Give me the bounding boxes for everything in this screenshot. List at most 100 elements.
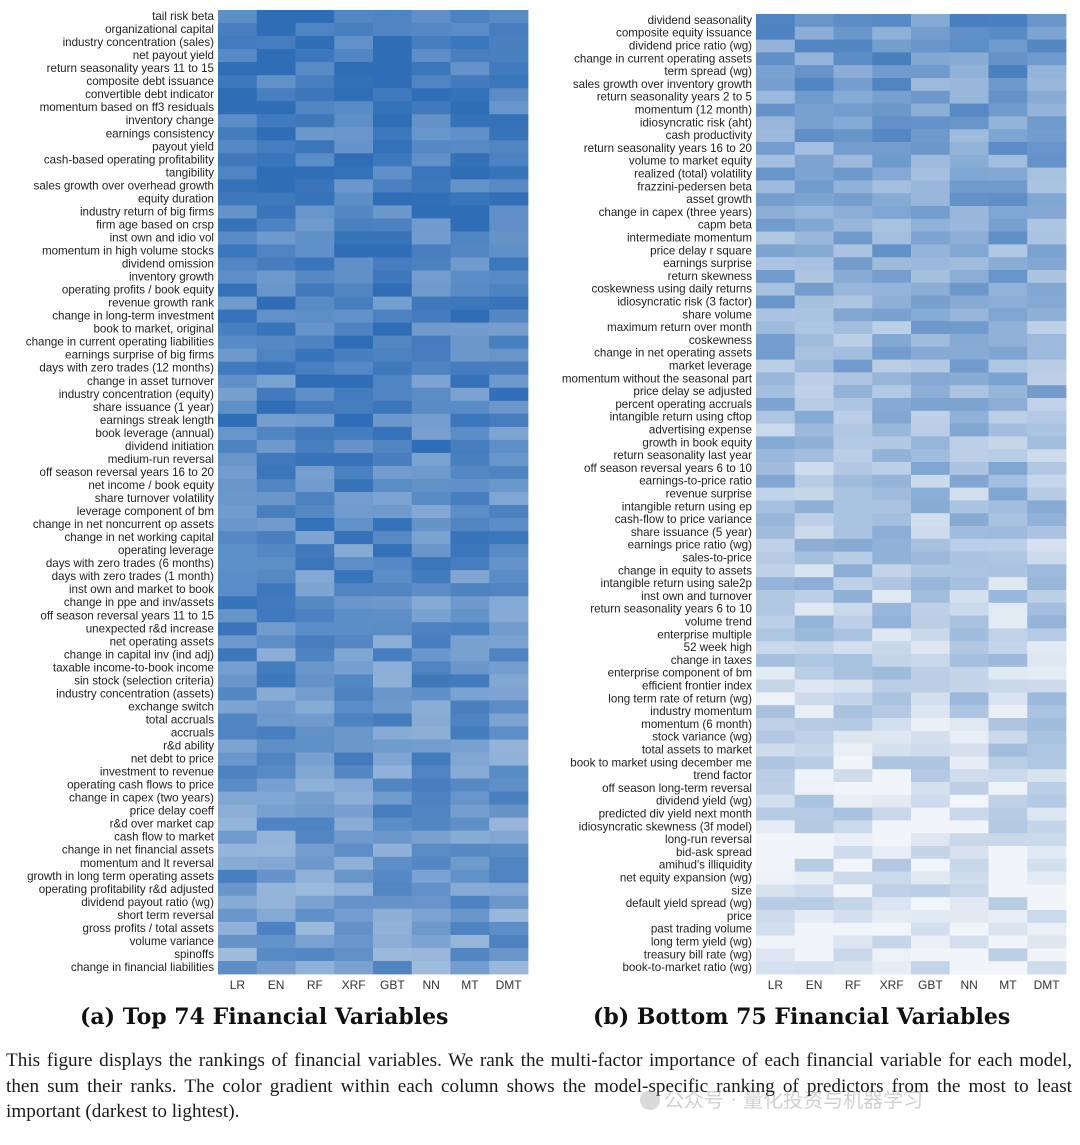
top-cell xyxy=(373,426,413,441)
bottom-row-label: 52 week high xyxy=(684,641,752,654)
top-row-label: change in capital inv (ind adj) xyxy=(64,648,214,661)
bottom-row-label: size xyxy=(731,884,752,897)
bottom-cell xyxy=(794,935,834,949)
bottom-row-label: share volume xyxy=(682,308,752,321)
top-row-label: change in net working capital xyxy=(64,531,214,544)
bottom-cell xyxy=(756,193,796,207)
bottom-cell xyxy=(1027,948,1067,962)
top-cell xyxy=(411,75,451,89)
bottom-cell xyxy=(1027,666,1067,680)
top-cell xyxy=(334,778,374,793)
bottom-row-label: long term yield (wg) xyxy=(651,936,752,949)
bottom-cell xyxy=(872,718,912,732)
bottom-cell xyxy=(833,833,873,847)
bottom-cell xyxy=(833,628,873,642)
bottom-cell xyxy=(872,244,912,258)
top-cell xyxy=(218,674,258,688)
bottom-cell xyxy=(949,410,989,424)
bottom-cell xyxy=(833,897,873,911)
bottom-cell xyxy=(988,398,1028,412)
top-cell xyxy=(411,492,451,506)
top-cell xyxy=(334,752,374,766)
top-cell xyxy=(489,752,529,766)
bottom-cell xyxy=(988,359,1028,373)
bottom-column-label: EN xyxy=(806,978,823,992)
top-cell xyxy=(218,374,258,389)
bottom-cell xyxy=(911,103,951,117)
top-cell xyxy=(373,257,413,271)
bottom-cell xyxy=(949,154,989,168)
top-cell xyxy=(295,856,335,871)
top-cell xyxy=(411,830,451,845)
bottom-cell xyxy=(833,231,873,245)
bottom-cell xyxy=(911,922,951,936)
top-cell xyxy=(450,921,490,936)
bottom-cell xyxy=(988,282,1028,296)
bottom-cell xyxy=(833,807,873,821)
top-cell xyxy=(295,322,335,337)
bottom-cell xyxy=(911,142,951,156)
top-cell xyxy=(373,322,413,337)
bottom-cell xyxy=(756,142,796,156)
top-row-label: operating profitability r&d adjusted xyxy=(39,883,214,896)
top-row-label: total accruals xyxy=(146,713,215,726)
bottom-cell xyxy=(872,679,912,693)
top-cell xyxy=(411,88,451,102)
bottom-cell xyxy=(872,346,912,360)
top-cell xyxy=(295,830,335,845)
bottom-row-label: predicted div yield next month xyxy=(599,808,752,821)
bottom-cell xyxy=(1027,359,1067,373)
bottom-cell xyxy=(833,180,873,194)
bottom-cell xyxy=(794,167,834,181)
bottom-row-label: net equity expansion (wg) xyxy=(620,872,752,885)
bottom-cell xyxy=(794,679,834,693)
top-cell xyxy=(334,726,374,740)
top-cell xyxy=(295,622,335,636)
bottom-cell xyxy=(988,807,1028,821)
bottom-row-label: cash-flow to price variance xyxy=(615,513,752,526)
bottom-cell xyxy=(833,538,873,552)
top-cell xyxy=(218,296,258,311)
top-cell xyxy=(256,75,296,89)
top-cell xyxy=(334,661,374,675)
bottom-cell xyxy=(794,782,834,796)
bottom-cell xyxy=(872,218,912,232)
bottom-cell xyxy=(756,615,796,629)
top-cell xyxy=(489,713,529,727)
bottom-cell xyxy=(911,858,951,872)
bottom-cell xyxy=(988,590,1028,604)
top-cell xyxy=(489,531,529,545)
bottom-cell xyxy=(949,692,989,706)
top-cell xyxy=(256,270,296,284)
top-cell xyxy=(256,101,296,115)
top-cell xyxy=(256,700,296,714)
bottom-cell xyxy=(872,961,912,975)
bottom-cell xyxy=(872,526,912,540)
bottom-cell xyxy=(911,526,951,540)
bottom-cell xyxy=(794,666,834,680)
bottom-cell xyxy=(833,526,873,540)
bottom-cell xyxy=(794,436,834,450)
top-cell xyxy=(295,609,335,623)
bottom-cell xyxy=(756,65,796,79)
bottom-cell xyxy=(794,462,834,476)
top-cell xyxy=(411,934,451,949)
top-cell xyxy=(256,114,296,128)
bottom-cell xyxy=(988,103,1028,117)
top-cell xyxy=(295,882,335,897)
top-cell xyxy=(334,570,374,584)
top-row-label: inst own and market to book xyxy=(69,583,214,596)
top-cell xyxy=(489,544,529,558)
bottom-cell xyxy=(988,385,1028,399)
top-row-label: off season reversal years 11 to 15 xyxy=(40,609,214,622)
bottom-cell xyxy=(911,462,951,476)
top-cell xyxy=(373,934,413,949)
bottom-cell xyxy=(872,257,912,271)
top-cell xyxy=(295,895,335,910)
bottom-cell xyxy=(872,154,912,168)
top-cell xyxy=(411,296,451,311)
top-cell xyxy=(373,661,413,675)
bottom-cell xyxy=(872,654,912,668)
bottom-cell xyxy=(911,398,951,412)
bottom-row-label: dividend seasonality xyxy=(648,14,753,27)
